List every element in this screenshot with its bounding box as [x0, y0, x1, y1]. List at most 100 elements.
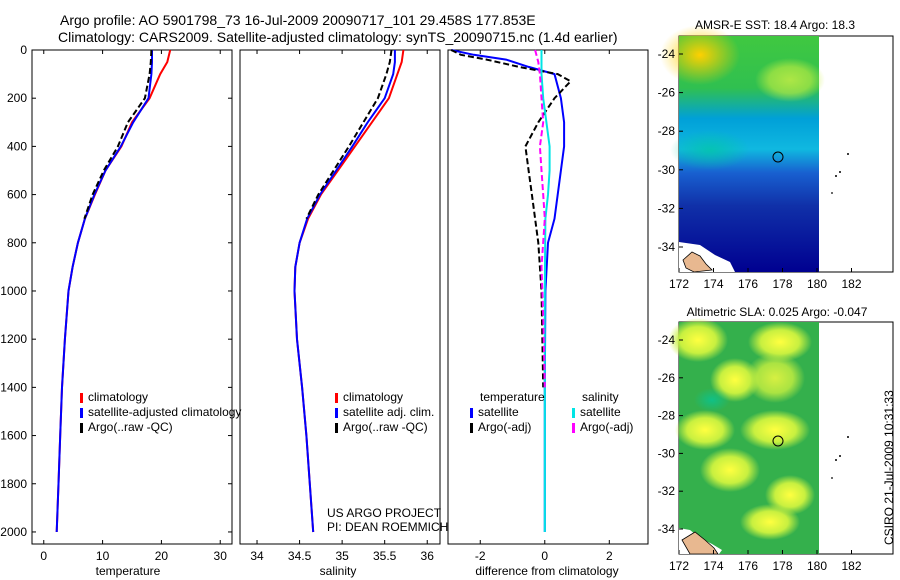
depth-tick-label: 800	[7, 236, 27, 250]
map-y-tick-label: -24	[658, 47, 676, 61]
credit-line1: US ARGO PROJECT	[327, 506, 442, 520]
depth-tick-label: 600	[7, 188, 27, 202]
x-tick-label: -2	[475, 549, 486, 563]
map-x-tick-label: 172	[669, 277, 689, 291]
sla-blob	[700, 448, 760, 492]
map-y-tick-label: -30	[658, 446, 676, 460]
map-x-tick-label: 182	[841, 277, 861, 291]
sla-map-title: Altimetric SLA: 0.025 Argo: -0.047	[687, 305, 868, 319]
sst-cyan-patch	[670, 130, 750, 170]
salinity-panel: 34 34.5 35 35.5 36 salinity	[239, 49, 441, 578]
temperature-plot-frame	[31, 49, 233, 545]
depth-tick-label: 1000	[0, 284, 27, 298]
map-y-tick-label: -28	[658, 409, 676, 423]
x-tick-label: 2	[606, 549, 613, 563]
map-x-tick-label: 180	[807, 277, 827, 291]
satellite-adjusted-climatology-line	[55, 50, 153, 533]
depth-tick-label: 1200	[0, 332, 27, 346]
figure-title-line2: Climatology: CARS2009. Satellite-adjuste…	[58, 29, 618, 45]
salinity-argo-adj-line	[534, 49, 546, 388]
credit-line2: PI: DEAN ROEMMICH	[327, 520, 449, 534]
difference-plot-frame	[447, 49, 649, 545]
legend-item-climatology: climatology	[335, 390, 434, 405]
legend-item-satellite: satellite adj. clim.	[335, 405, 434, 420]
map-y-tick-label: -24	[658, 333, 676, 347]
depth-tick-label: 200	[7, 91, 27, 105]
sla-argo-location-marker	[772, 435, 784, 447]
x-tick-label: 36	[421, 549, 435, 563]
temperature-legend: climatology satellite-adjusted climatolo…	[80, 390, 241, 435]
sla-map-ticks: -24 -26 -28 -30 -32 -34 172 174 176 178 180 182	[658, 333, 862, 573]
depth-tick-label: 0	[20, 43, 27, 57]
sla-blob	[745, 353, 805, 403]
legend-swatch	[470, 422, 473, 433]
depth-tick-label: 1400	[0, 380, 27, 394]
sla-map: Altimetric SLA: 0.025 Argo: -0.047 -24 -2…	[658, 305, 894, 573]
map-x-tick-label: 182	[841, 559, 861, 573]
temperature-argo-adj-line	[450, 49, 573, 388]
legend-item-satellite: satellite	[572, 405, 633, 420]
difference-panel: -2 0 2 difference from climatology	[447, 49, 649, 578]
sla-blob	[675, 410, 735, 450]
map-x-tick-label: 176	[738, 277, 758, 291]
x-tick-label: 34.5	[288, 549, 312, 563]
map-y-tick-label: -28	[658, 124, 676, 138]
sst-map-ticks: -24 -26 -28 -30 -32 -34 172 174 176 178 180 182	[658, 47, 862, 291]
map-x-tick-label: 178	[772, 559, 792, 573]
difference-xlabel: difference from climatology	[475, 564, 618, 578]
sst-map: AMSR-E SST: 18.4 Argo: 18.3 -24 -26 -28 -30…	[658, 18, 894, 291]
salinity-legend: climatology satellite adj. clim. Argo(..…	[335, 390, 434, 435]
legend-swatch	[572, 407, 575, 418]
x-tick-label: 0	[541, 549, 548, 563]
salinity-series	[293, 49, 405, 533]
sla-islands	[831, 436, 849, 479]
map-y-tick-label: -26	[658, 371, 676, 385]
legend-swatch	[80, 422, 83, 433]
legend-group-title: temperature	[480, 390, 545, 404]
difference-legend-salinity: salinity satellite Argo(-adj)	[572, 390, 633, 435]
x-tick-label: 35.5	[373, 549, 397, 563]
argo-raw-qc-line	[305, 49, 393, 220]
temperature-series	[55, 49, 172, 533]
sst-warm-patch-east	[755, 58, 825, 102]
sla-blob	[668, 318, 728, 362]
temperature-x-ticks: 0 10 20 30	[40, 50, 227, 563]
legend-swatch	[80, 392, 83, 403]
difference-series	[450, 49, 573, 532]
legend-item-satellite: satellite-adjusted climatology	[80, 405, 241, 420]
sst-map-title: AMSR-E SST: 18.4 Argo: 18.3	[695, 18, 855, 32]
project-credit: US ARGO PROJECT PI: DEAN ROEMMICH	[327, 506, 448, 534]
side-credit-label: CSIRO 21-Jul-2009 10:31:33	[882, 390, 896, 545]
depth-tick-label: 400	[7, 139, 27, 153]
x-tick-label: 20	[155, 549, 169, 563]
legend-swatch	[80, 407, 83, 418]
argo-raw-qc-line	[83, 49, 153, 220]
legend-swatch	[335, 392, 338, 403]
difference-legend-temperature: temperature satellite Argo(-adj)	[470, 390, 545, 435]
legend-item-satellite: satellite	[470, 405, 545, 420]
legend-item-argo: Argo(..raw -QC)	[335, 420, 434, 435]
x-tick-label: 0	[40, 549, 47, 563]
map-y-tick-label: -30	[658, 163, 676, 177]
sst-warm-patch	[660, 25, 740, 85]
legend-swatch	[335, 407, 338, 418]
figure-title-line1: Argo profile: AO 5901798_73 16-Jul-2009 …	[60, 12, 536, 28]
legend-swatch	[572, 422, 575, 433]
legend-item-climatology: climatology	[80, 390, 241, 405]
depth-tick-label: 1600	[0, 429, 27, 443]
x-tick-label: 10	[96, 549, 110, 563]
sla-blob	[740, 504, 800, 540]
map-x-tick-label: 176	[738, 559, 758, 573]
sla-blob	[748, 322, 812, 362]
legend-swatch	[335, 422, 338, 433]
legend-item-argo: Argo(-adj)	[470, 420, 545, 435]
map-y-tick-label: -34	[658, 240, 676, 254]
map-y-tick-label: -32	[658, 201, 676, 215]
sla-blob	[740, 410, 810, 450]
legend-item-argo: Argo(-adj)	[572, 420, 633, 435]
map-x-tick-label: 178	[772, 277, 792, 291]
sst-coastline	[682, 251, 713, 273]
depth-tick-label: 2000	[0, 525, 27, 539]
salinity-x-ticks: 34 34.5 35 35.5 36	[250, 50, 434, 563]
